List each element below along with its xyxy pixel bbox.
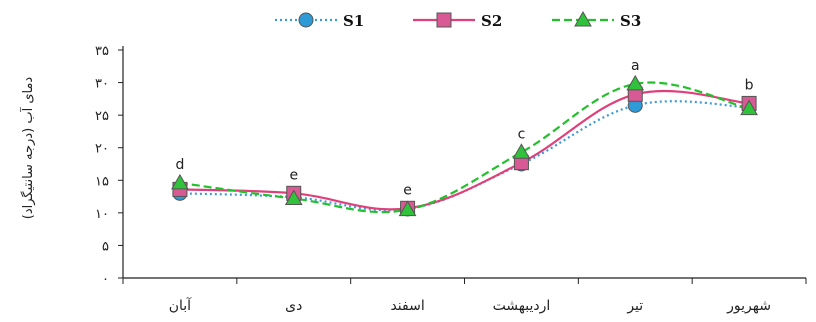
y-tick-label: ۲۵ xyxy=(95,109,109,124)
y-axis-ticks: ۰ ۵ ۱۰ ۱۵ ۲۰ ۲۵ ۳۰ ۳۵ xyxy=(95,44,123,287)
series-line-s2 xyxy=(179,89,750,211)
y-tick-label: ۱۰ xyxy=(95,207,109,222)
data-point-s3 xyxy=(512,143,531,159)
data-point-s3 xyxy=(740,99,758,116)
x-tick-label: دی xyxy=(285,298,302,314)
y-tick-label: ۳۰ xyxy=(95,77,109,92)
legend-marker-s1 xyxy=(298,12,314,28)
legend: S1 S2 S3 xyxy=(275,10,641,30)
legend-label-s1: S1 xyxy=(343,12,364,30)
x-tick-label: تیر xyxy=(626,298,643,314)
significance-label: d xyxy=(175,157,184,173)
x-tick-label: اسفند xyxy=(390,298,424,314)
data-point-s3 xyxy=(398,200,417,217)
x-tick-label: اردیبهشت xyxy=(493,298,551,314)
significance-label: b xyxy=(745,77,754,93)
series-line-s3 xyxy=(179,81,750,214)
significance-label: e xyxy=(403,182,412,198)
significance-label: a xyxy=(631,58,640,74)
chart-axes xyxy=(122,46,806,279)
data-point-s3 xyxy=(171,173,189,190)
series-lines xyxy=(179,81,750,214)
data-point-s3 xyxy=(626,74,645,91)
y-tick-label: ۲۰ xyxy=(95,142,109,157)
significance-labels: d e e c a b xyxy=(175,58,753,198)
legend-marker-s2 xyxy=(436,12,452,28)
legend-label-s2: S2 xyxy=(481,12,502,30)
x-tick-label: شهریور xyxy=(726,298,771,314)
significance-label: e xyxy=(289,167,298,183)
legend-label-s3: S3 xyxy=(620,12,641,30)
x-tick-label: آبان xyxy=(169,297,192,314)
data-point-s3 xyxy=(284,189,303,206)
series-markers xyxy=(171,74,758,217)
y-tick-label: ۳۵ xyxy=(95,44,109,59)
y-tick-label: ۵ xyxy=(102,239,109,254)
significance-label: c xyxy=(518,126,526,142)
legend-marker-s3 xyxy=(574,10,592,27)
x-axis-ticks: آبان دی اسفند اردیبهشت تیر شهریور xyxy=(122,278,807,314)
y-axis-label: دمای آب (درجه سانتیگراد) xyxy=(19,77,36,220)
y-tick-label: ۱۵ xyxy=(95,174,109,189)
y-tick-label: ۰ xyxy=(102,272,109,287)
